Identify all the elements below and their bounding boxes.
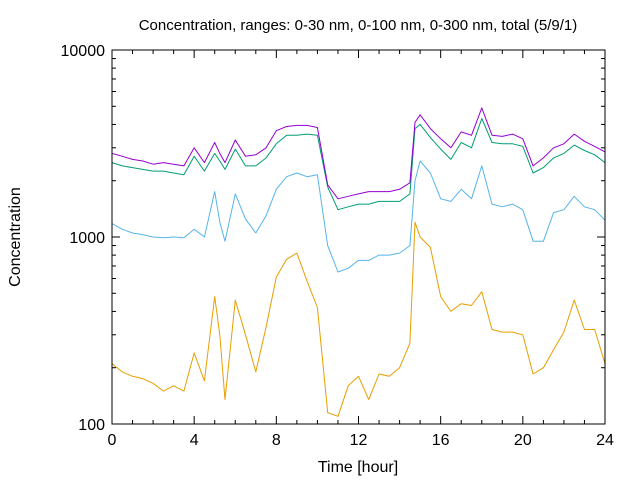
x-tick-label: 24	[596, 432, 614, 449]
series-layer	[111, 107, 606, 417]
x-tick-label: 20	[514, 432, 532, 449]
series-line-3	[111, 118, 606, 211]
x-tick-label: 12	[350, 432, 368, 449]
y-tick-label: 1000	[69, 230, 105, 247]
y-tick-label: 100	[78, 417, 105, 434]
x-axis-label: Time [hour]	[318, 459, 398, 476]
x-tick-label: 16	[432, 432, 450, 449]
x-axis: 0 4 8 12 16 20 24	[108, 50, 614, 449]
series-line-2	[111, 160, 606, 273]
x-tick-label: 4	[190, 432, 199, 449]
chart-title: Concentration, ranges: 0-30 nm, 0-100 nm…	[139, 17, 578, 34]
series-line-1	[111, 221, 606, 417]
y-tick-label: 10000	[61, 43, 106, 60]
y-axis-label: Concentration	[7, 187, 24, 287]
y-axis: 100 1000 10000	[61, 43, 605, 434]
x-tick-label: 8	[272, 432, 281, 449]
x-tick-label: 0	[108, 432, 117, 449]
series-line-4	[111, 107, 606, 200]
